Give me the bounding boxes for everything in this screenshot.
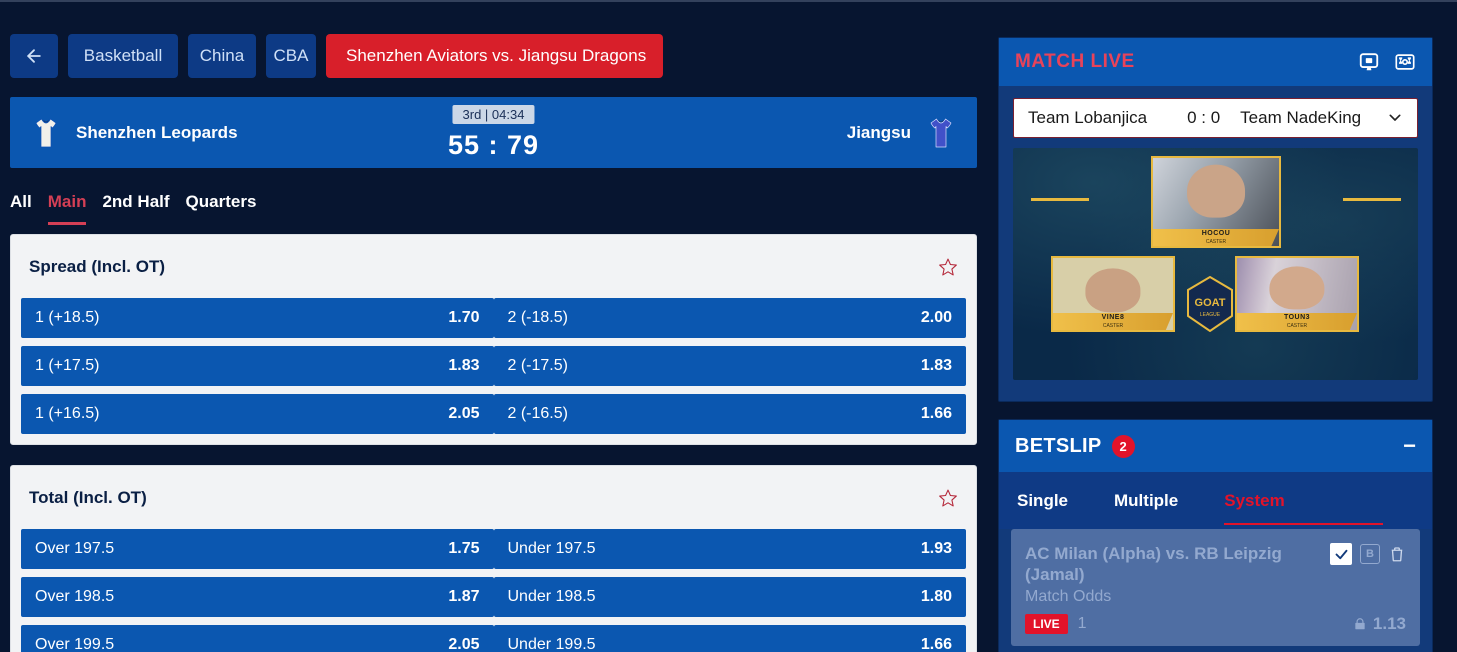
svg-text:LEAGUE: LEAGUE: [1200, 312, 1221, 318]
svg-text:GOAT: GOAT: [1195, 297, 1226, 309]
